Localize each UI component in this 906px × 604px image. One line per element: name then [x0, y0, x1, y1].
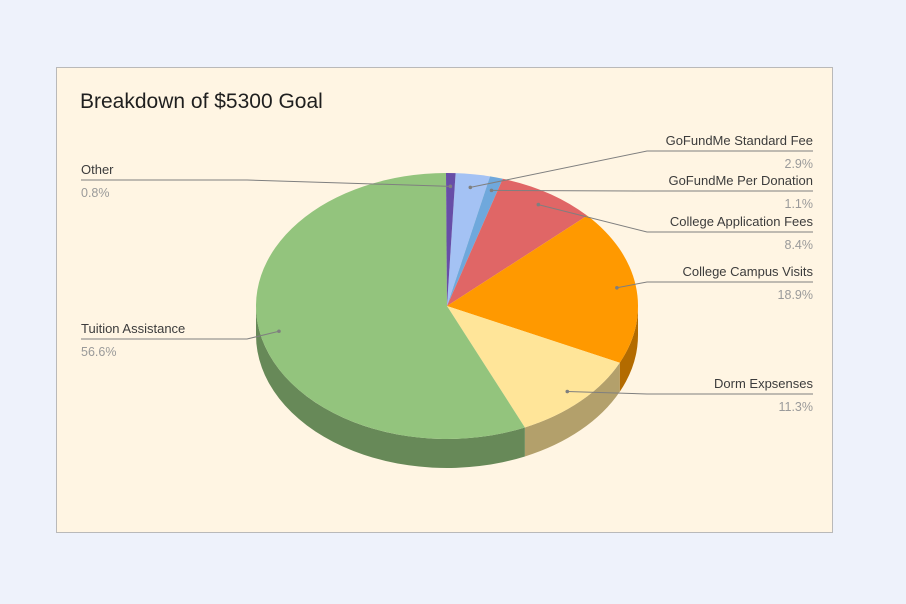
pie-slice-4: [447, 306, 620, 428]
leader-dot-5: [277, 329, 281, 334]
chart-card: Breakdown of $5300 Goal GoFundMe Standar…: [56, 67, 833, 533]
pie-slice-6: [445, 173, 456, 306]
pie-slice-0: [447, 173, 491, 306]
leader-dot-3: [615, 285, 619, 290]
leader-line-3: [616, 281, 813, 289]
pie-slice-5: [255, 173, 525, 440]
leader-line-6: [81, 179, 451, 187]
slice-label-1: GoFundMe Per Donation: [668, 173, 813, 188]
slice-label-6: Other: [81, 162, 114, 177]
slice-label-2: College Application Fees: [670, 214, 814, 229]
slice-label-3: College Campus Visits: [682, 264, 813, 279]
slice-label-4: Dorm Expsenses: [714, 376, 813, 391]
slice-pct-6: 0.8%: [81, 186, 110, 200]
slice-label-5: Tuition Assistance: [81, 321, 185, 336]
pie-slice-1: [447, 176, 503, 306]
pie-slice-2: [447, 178, 588, 306]
slice-pct-5: 56.6%: [81, 345, 116, 359]
leader-line-1: [491, 189, 813, 192]
slice-pct-1: 1.1%: [785, 197, 814, 211]
chart-title: Breakdown of $5300 Goal: [80, 90, 323, 113]
leader-dot-1: [489, 188, 494, 193]
leader-dot-6: [448, 184, 453, 189]
leader-dot-4: [565, 389, 570, 394]
slice-pct-4: 11.3%: [778, 400, 813, 414]
leader-dot-2: [536, 202, 541, 207]
slice-label-0: GoFundMe Standard Fee: [666, 133, 813, 148]
pie-side-4: [524, 362, 620, 457]
pie-slice-3: [447, 215, 639, 363]
pie-side-5: [256, 306, 525, 469]
pie-chart: GoFundMe Standard Fee 2.9% GoFundMe Per Do…: [81, 133, 814, 469]
leader-dot-0: [468, 185, 473, 190]
leader-line-2: [538, 204, 813, 233]
slice-pct-0: 2.9%: [785, 157, 814, 171]
leader-line-4: [567, 391, 813, 395]
slice-pct-2: 8.4%: [785, 238, 814, 252]
pie-side-3: [619, 306, 638, 392]
slice-pct-3: 18.9%: [778, 288, 813, 302]
leader-line-5: [81, 330, 280, 340]
leader-line-0: [470, 150, 813, 188]
